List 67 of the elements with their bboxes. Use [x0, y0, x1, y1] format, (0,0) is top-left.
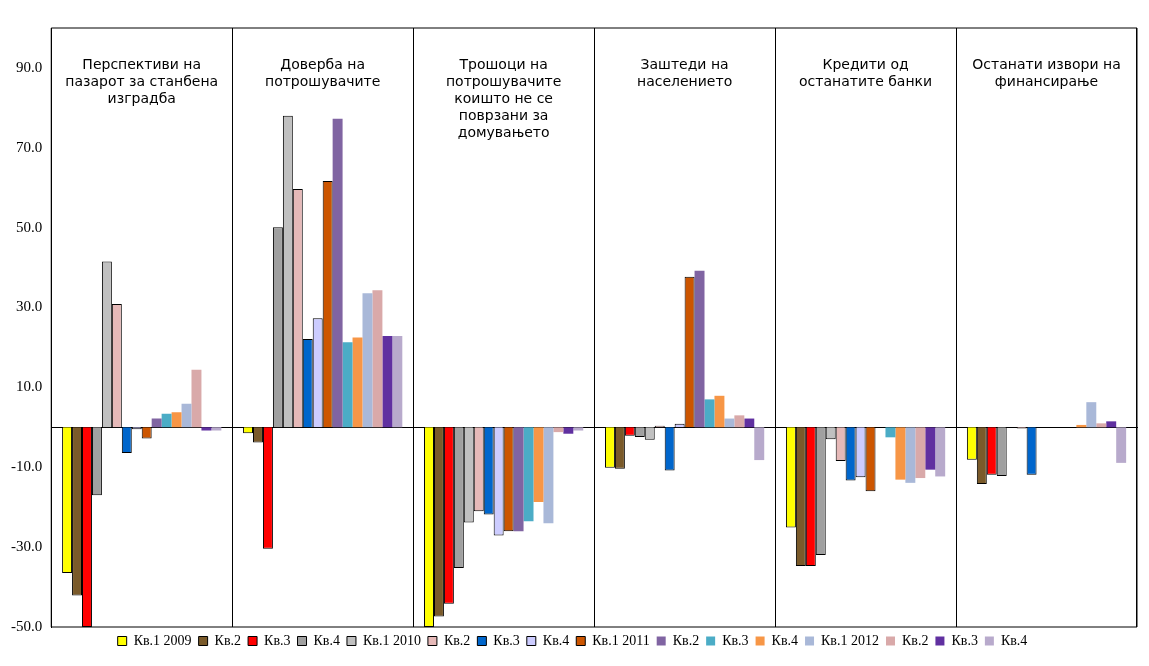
legend-label: Кв.2: [214, 632, 242, 648]
legend-label: Кв.2: [443, 632, 471, 648]
x-tick-label: Трошоци на потрошувачите коишто не се поврзани за домувањето: [445, 55, 562, 140]
legend-label: Кв.1 2012: [821, 632, 879, 648]
bar: [1116, 427, 1127, 463]
bar: [171, 412, 182, 428]
bar: [523, 427, 534, 522]
x-tick-label: Перспективи на пазарот за станбена изградба: [65, 55, 219, 106]
bar: [754, 427, 765, 461]
bar: [895, 427, 906, 480]
y-tick-label: 30.0: [16, 298, 43, 315]
bar: [332, 118, 343, 428]
bar: [161, 413, 172, 428]
bar: [211, 427, 222, 431]
legend-label: Кв.4: [542, 632, 570, 648]
bar: [1086, 402, 1097, 428]
y-tick-label: 10.0: [16, 378, 43, 395]
bar: [533, 427, 544, 503]
x-tick-label: Кредити од останатите банки: [799, 55, 933, 89]
bar: [744, 418, 755, 428]
y-tick-label: -50.0: [11, 617, 43, 634]
legend-label: Кв.4: [313, 632, 340, 648]
bar: [885, 427, 896, 438]
legend-label: Кв.1 2011: [592, 632, 650, 648]
bar: [392, 335, 403, 428]
bar: [573, 427, 584, 431]
legend-label: Кв.3: [722, 632, 749, 648]
y-tick-label: -30.0: [11, 538, 43, 555]
x-tick-label: Доверба на потрошувачите: [264, 55, 381, 89]
bar: [704, 399, 715, 428]
y-tick-label: 50.0: [16, 218, 43, 235]
y-tick-label: 90.0: [16, 58, 43, 75]
bar: [362, 293, 373, 428]
legend-label: Кв.2: [672, 632, 700, 648]
bar: [714, 395, 725, 428]
bar: [543, 427, 554, 524]
bar: [1096, 423, 1107, 428]
bar: [694, 270, 705, 428]
bar: [201, 427, 212, 431]
legend-label: Кв.3: [493, 632, 520, 648]
bar: [1106, 421, 1117, 428]
bar: [734, 415, 745, 428]
bar: [905, 427, 916, 483]
y-tick-label: -10.0: [11, 458, 43, 475]
legend-label: Кв.3: [264, 632, 291, 648]
bar: [151, 418, 162, 428]
legend-label: Кв.2: [901, 632, 929, 648]
bar: [563, 427, 574, 434]
legend-label: Кв.1 2009: [133, 632, 192, 648]
bar: [352, 337, 363, 428]
bar: [513, 427, 524, 532]
legend-label: Кв.1 2010: [362, 632, 421, 648]
legend-label: Кв.4: [1000, 632, 1028, 648]
legend-label: Кв.4: [771, 632, 799, 648]
bar: [342, 342, 353, 428]
bar: [925, 427, 936, 470]
bar: [935, 427, 946, 477]
bar: [191, 369, 202, 428]
bar: [553, 427, 564, 433]
bar: [372, 290, 383, 428]
x-tick-label: Заштеди на населението: [637, 55, 733, 89]
bar: [382, 335, 393, 428]
bar: [915, 427, 926, 479]
legend-label: Кв.3: [951, 632, 978, 648]
y-tick-label: 70.0: [16, 138, 43, 155]
x-tick-label: Останати извори на финансирање: [972, 55, 1121, 89]
bar: [724, 418, 735, 428]
